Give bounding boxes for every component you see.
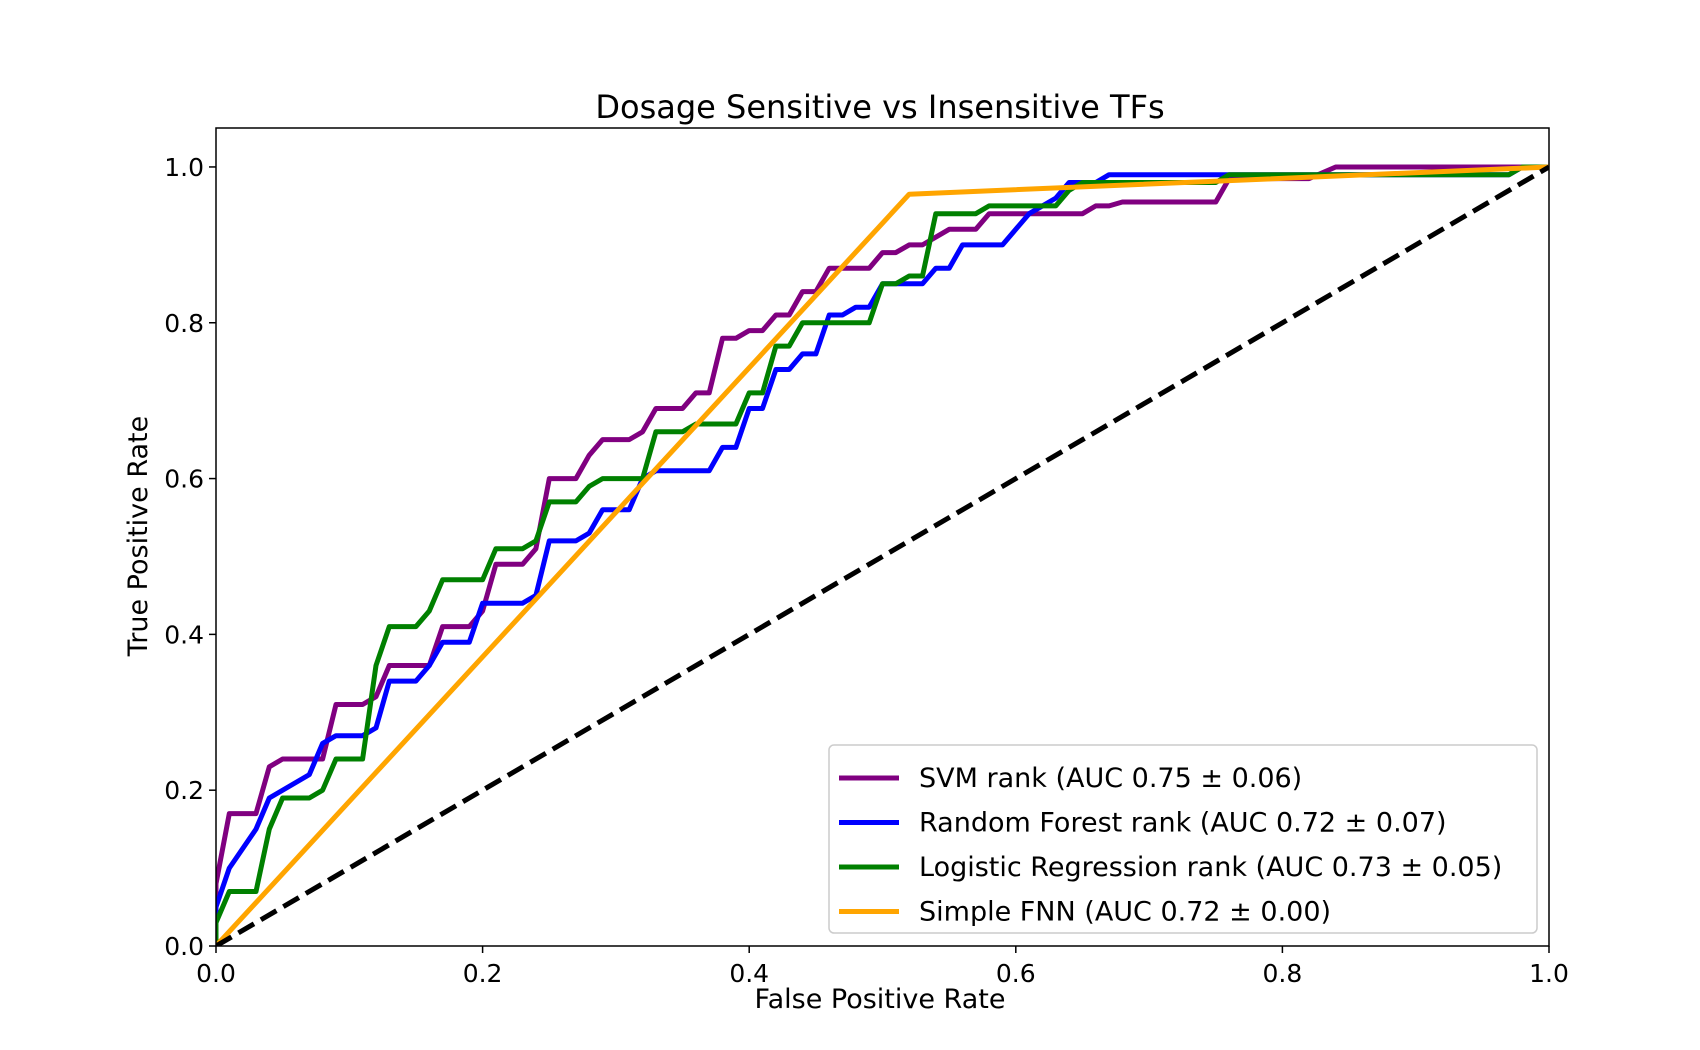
x-tick-label: 1.0 <box>1529 959 1569 988</box>
legend-entry-4: Simple FNN (AUC 0.72 ± 0.00) <box>919 897 1331 928</box>
legend: SVM rank (AUC 0.75 ± 0.06) Random Forest … <box>828 744 1538 934</box>
x-tick-label: 0.0 <box>196 959 236 988</box>
legend-entry-3: Logistic Regression rank (AUC 0.73 ± 0.0… <box>919 852 1502 883</box>
chart-title: Dosage Sensitive vs Insensitive TFs <box>595 88 1164 126</box>
y-axis-label: True Positive Rate <box>123 416 154 658</box>
y-tick-label: 0.4 <box>164 620 204 649</box>
legend-entry-1: SVM rank (AUC 0.75 ± 0.06) <box>919 763 1302 794</box>
x-tick-label: 0.6 <box>996 959 1036 988</box>
plot-frame <box>215 127 1550 947</box>
x-tick-label: 0.4 <box>729 959 769 988</box>
series-line-2 <box>216 164 1549 946</box>
y-tick-label: 0.2 <box>164 776 204 805</box>
chance-diagonal-line <box>216 164 1549 946</box>
legend-box <box>828 744 1538 934</box>
y-tick-label: 0.8 <box>164 309 204 338</box>
y-tick-label: 0.0 <box>164 932 204 961</box>
x-tick-label: 0.2 <box>463 959 503 988</box>
y-tick-label: 1.0 <box>164 153 204 182</box>
y-tick-label: 0.6 <box>164 465 204 494</box>
x-tick-label: 0.8 <box>1263 959 1303 988</box>
series-line-3 <box>216 164 1549 946</box>
x-axis-ticks: 0.0 0.2 0.4 0.6 0.8 1.0 <box>196 946 1569 988</box>
plot-area <box>216 164 1549 946</box>
y-axis-ticks: 0.0 0.2 0.4 0.6 0.8 1.0 <box>164 153 216 961</box>
series-line-4 <box>216 164 1549 946</box>
x-axis-label: False Positive Rate <box>755 984 1006 1015</box>
legend-entry-2: Random Forest rank (AUC 0.72 ± 0.07) <box>919 808 1447 839</box>
